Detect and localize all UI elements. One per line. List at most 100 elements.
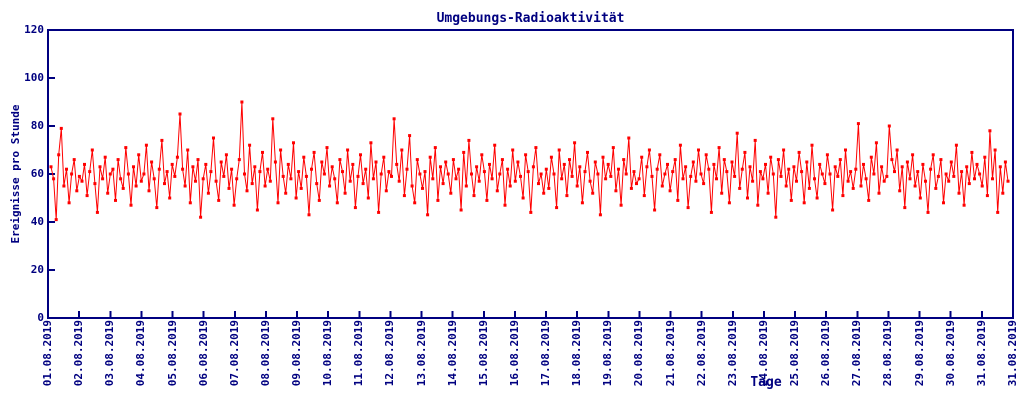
- data-point: [916, 170, 920, 174]
- data-point: [872, 172, 876, 176]
- data-point: [361, 182, 365, 186]
- data-point: [874, 141, 878, 145]
- data-point: [947, 179, 951, 183]
- data-point: [348, 179, 352, 183]
- data-point: [988, 129, 992, 133]
- data-point: [346, 148, 350, 152]
- data-point: [660, 184, 664, 188]
- data-point: [338, 158, 342, 162]
- data-point: [485, 198, 489, 202]
- data-point: [560, 177, 564, 181]
- data-point: [751, 179, 755, 183]
- data-point: [952, 174, 956, 178]
- data-point: [423, 170, 427, 174]
- data-point: [470, 172, 473, 176]
- data-point: [273, 160, 277, 164]
- data-point: [807, 186, 811, 190]
- data-point: [70, 172, 74, 176]
- x-tick-label: 24.08.2019: [756, 320, 770, 387]
- data-point: [967, 182, 971, 186]
- data-point: [155, 206, 159, 210]
- data-point: [939, 158, 943, 162]
- x-tick-label: 31.08.2019: [974, 320, 988, 387]
- data-point: [624, 172, 628, 176]
- data-point: [544, 167, 548, 171]
- x-tick-label: 27.08.2019: [850, 320, 864, 387]
- data-point: [614, 189, 618, 193]
- data-point: [320, 160, 324, 164]
- data-point: [65, 167, 68, 171]
- data-point: [766, 191, 770, 195]
- data-point: [707, 167, 711, 171]
- data-point: [895, 148, 899, 152]
- data-point: [810, 143, 814, 147]
- data-point: [537, 182, 540, 186]
- data-point: [942, 201, 945, 205]
- data-point: [653, 208, 657, 212]
- data-point: [75, 189, 79, 193]
- data-point: [325, 146, 329, 150]
- data-point: [382, 155, 386, 159]
- data-point: [160, 138, 164, 142]
- data-point: [121, 186, 125, 190]
- data-point: [591, 191, 595, 195]
- data-point: [276, 201, 280, 205]
- data-point: [962, 203, 966, 207]
- data-point: [733, 174, 737, 178]
- data-point: [818, 162, 822, 166]
- data-point: [457, 167, 461, 171]
- x-tick-label: 08.08.2019: [258, 320, 272, 387]
- chart-title: Umgebungs-Radioaktivität: [436, 11, 625, 26]
- data-point: [841, 194, 845, 198]
- data-point: [294, 196, 298, 200]
- data-point: [598, 213, 602, 217]
- data-point: [632, 170, 636, 174]
- data-point: [93, 182, 97, 186]
- data-point: [472, 194, 476, 198]
- data-point: [477, 179, 481, 183]
- data-point: [433, 146, 437, 150]
- data-point: [175, 155, 179, 159]
- data-point: [666, 162, 669, 166]
- data-point: [854, 167, 858, 171]
- data-point: [209, 170, 213, 174]
- data-point: [488, 162, 491, 166]
- data-point: [722, 158, 726, 162]
- data-point: [103, 155, 107, 159]
- data-point: [593, 160, 597, 164]
- data-point: [877, 191, 881, 195]
- x-tick-label: 29.08.2019: [912, 320, 926, 387]
- data-point: [67, 201, 71, 205]
- data-point: [196, 158, 200, 162]
- data-point: [436, 198, 440, 202]
- data-point: [284, 191, 288, 195]
- data-point: [531, 165, 535, 169]
- data-point: [498, 172, 502, 176]
- data-point: [565, 194, 569, 198]
- data-point: [776, 158, 780, 162]
- data-point: [441, 182, 445, 186]
- data-point: [681, 177, 685, 181]
- data-point: [782, 148, 786, 152]
- data-point: [402, 194, 406, 198]
- data-point: [245, 189, 249, 193]
- data-point: [144, 143, 148, 147]
- data-point: [629, 186, 633, 190]
- x-tick-label: 02.08.2019: [72, 320, 86, 387]
- data-point: [421, 186, 424, 190]
- data-point: [451, 158, 455, 162]
- data-point: [864, 177, 868, 181]
- data-point: [697, 148, 700, 152]
- data-point: [849, 170, 853, 174]
- data-point: [802, 201, 806, 205]
- data-point: [52, 177, 56, 181]
- data-point: [743, 150, 747, 154]
- data-point: [444, 160, 448, 164]
- data-point: [459, 208, 463, 212]
- data-point: [730, 160, 734, 164]
- data-point: [887, 124, 891, 128]
- data-point: [446, 172, 450, 176]
- data-point: [493, 143, 497, 147]
- data-point: [526, 170, 530, 174]
- data-point: [330, 165, 334, 169]
